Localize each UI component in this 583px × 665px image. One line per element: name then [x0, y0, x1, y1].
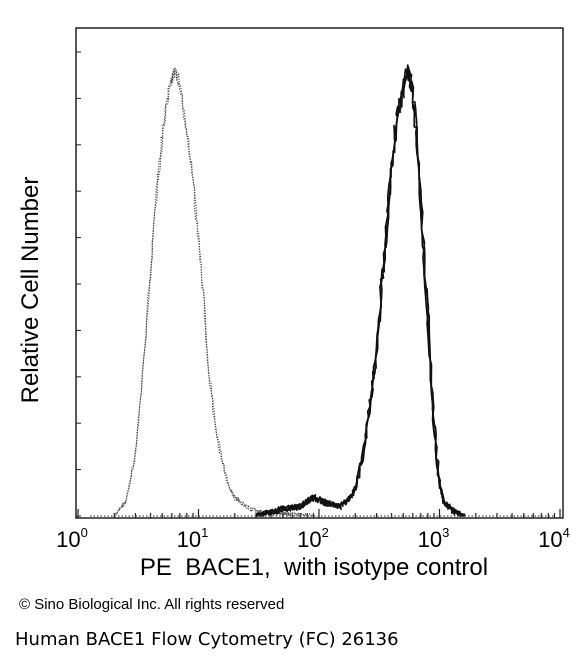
figure-caption: Human BACE1 Flow Cytometry (FC) 26136 [15, 629, 399, 650]
histogram-trace [114, 67, 314, 517]
copyright-notice: © Sino Biological Inc. All rights reserv… [19, 596, 285, 613]
bace1-stained-curve [255, 64, 466, 517]
x-axis-ticks [76, 51, 561, 518]
histogram-trace [114, 67, 314, 517]
x-axis-title: PE BACE1, with isotype control [140, 554, 488, 581]
x-axis-tick-labels: 100 101 102 103 104 [56, 525, 570, 552]
x-tick-label: 104 [538, 525, 570, 552]
histogram-series [90, 64, 555, 517]
x-tick-label: 102 [297, 525, 329, 552]
x-tick-label: 100 [56, 525, 88, 552]
x-tick-label: 103 [418, 525, 450, 552]
x-tick-label: 101 [177, 525, 209, 552]
histogram-trace [256, 67, 465, 517]
isotype-control-curve [114, 67, 314, 517]
y-axis-title: Relative Cell Number [17, 177, 44, 404]
histogram-trace [255, 68, 466, 517]
plot-frame [75, 27, 564, 519]
histogram-trace [255, 64, 466, 517]
